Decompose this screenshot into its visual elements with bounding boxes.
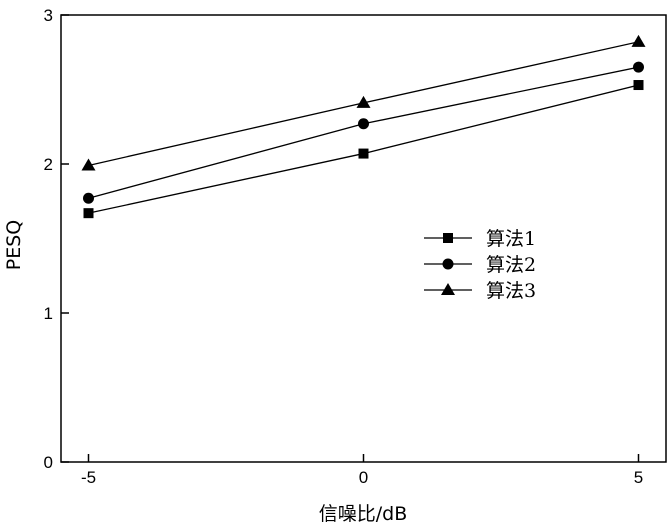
- series-1-point-0: [83, 208, 94, 219]
- series-2-point-2: [633, 61, 644, 73]
- series-1-point-1: [358, 148, 369, 159]
- x-tick-label-0: -5: [81, 468, 96, 487]
- legend-label-2: 算法2: [486, 254, 536, 276]
- series-2-point-0: [83, 192, 94, 204]
- y-axis-label: PESQ: [3, 220, 25, 270]
- legend: 算法1 算法2 算法3: [424, 228, 536, 302]
- series-2: [83, 61, 644, 204]
- plot-frame: [60, 14, 667, 463]
- x-axis: -5 0 5: [81, 454, 643, 487]
- series-2-point-1: [358, 118, 369, 130]
- x-axis-label: 信噪比/dB: [319, 503, 408, 525]
- legend-marker-3: [441, 283, 455, 295]
- y-tick-label-1: 1: [44, 304, 53, 323]
- series-2-line: [88, 66, 639, 199]
- y-tick-label-2: 2: [44, 155, 53, 174]
- series-3-point-1: [356, 95, 371, 108]
- series-1: [83, 80, 644, 219]
- series-3: [81, 34, 646, 171]
- series-layer: [81, 34, 646, 219]
- y-axis: 0 1 2 3: [44, 6, 69, 472]
- legend-marker-2: [442, 258, 454, 270]
- legend-label-1: 算法1: [486, 228, 536, 250]
- legend-marker-1: [443, 233, 453, 243]
- y-tick-label-3: 3: [44, 6, 53, 25]
- series-3-point-2: [631, 34, 646, 47]
- x-tick-label-2: 5: [634, 468, 643, 487]
- x-tick-label-1: 0: [359, 468, 368, 487]
- series-3-point-0: [81, 158, 96, 171]
- legend-item-1: 算法1: [424, 228, 536, 250]
- legend-label-3: 算法3: [486, 280, 536, 302]
- legend-item-2: 算法2: [424, 254, 536, 276]
- series-1-point-2: [633, 80, 644, 91]
- legend-item-3: 算法3: [424, 280, 536, 302]
- y-tick-label-0: 0: [44, 453, 53, 472]
